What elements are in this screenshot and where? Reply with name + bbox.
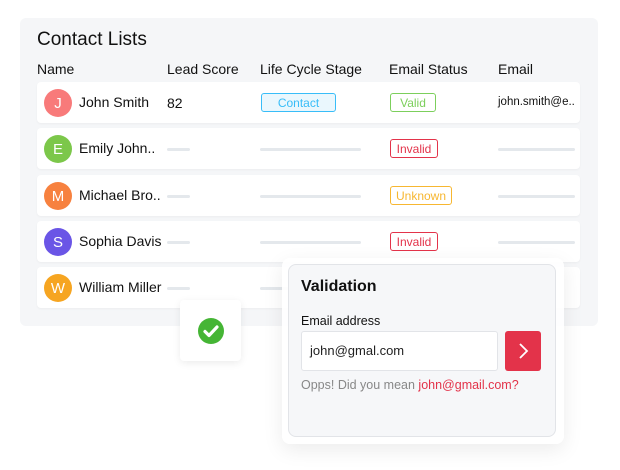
email-placeholder (498, 195, 575, 198)
stage-placeholder (260, 241, 361, 244)
contact-name: Michael Bro.. (79, 187, 161, 203)
avatar: W (44, 274, 72, 302)
stage-placeholder (260, 195, 361, 198)
validated-card (180, 300, 241, 361)
email-status-badge: Valid (390, 93, 436, 112)
avatar: S (44, 228, 72, 256)
stage-badge: Contact (261, 93, 336, 112)
hint-text: Opps! Did you mean (301, 378, 419, 392)
email-placeholder (498, 148, 575, 151)
contact-name: John Smith (79, 94, 150, 110)
submit-button[interactable] (505, 331, 541, 371)
chevron-right-icon (519, 343, 529, 359)
stage-placeholder (260, 148, 361, 151)
contact-email: john.smith@e.. (498, 96, 575, 108)
lead-score-placeholder (167, 241, 190, 244)
email-input[interactable]: john@gmal.com (301, 331, 498, 371)
lead-score-placeholder (167, 148, 190, 151)
header-email: Email (498, 61, 534, 77)
header-email-status: Email Status (389, 61, 468, 77)
email-address-label: Email address (301, 314, 381, 328)
avatar: E (44, 135, 72, 163)
header-lead-score: Lead Score (167, 61, 239, 77)
table-row[interactable]: S Sophia Davis Invalid (37, 221, 580, 262)
header-life-cycle-stage: Life Cycle Stage (260, 61, 362, 77)
suggestion-link[interactable]: john@gmail.com? (418, 378, 519, 392)
email-status-badge: Invalid (390, 232, 438, 251)
table-row[interactable]: J John Smith 82 Contact Valid john.smith@e.. (37, 82, 580, 123)
avatar: J (44, 89, 72, 117)
page-title: Contact Lists (37, 29, 147, 50)
check-circle-icon (197, 317, 224, 344)
avatar: M (44, 182, 72, 210)
email-status-badge: Unknown (390, 186, 452, 205)
lead-score-placeholder (167, 287, 190, 290)
contact-name: Emily John.. (79, 140, 156, 156)
header-name: Name (37, 61, 75, 77)
email-status-badge: Invalid (390, 139, 438, 158)
table-row[interactable]: E Emily John.. Invalid (37, 128, 580, 169)
email-placeholder (498, 241, 575, 244)
suggestion-text: Opps! Did you mean john@gmail.com? (301, 378, 519, 392)
contact-name: William Miller (79, 279, 162, 295)
lead-score: 82 (167, 95, 183, 111)
table-row[interactable]: M Michael Bro.. Unknown (37, 175, 580, 216)
contact-name: Sophia Davis (79, 233, 162, 249)
lead-score-placeholder (167, 195, 190, 198)
validation-title: Validation (301, 278, 377, 295)
